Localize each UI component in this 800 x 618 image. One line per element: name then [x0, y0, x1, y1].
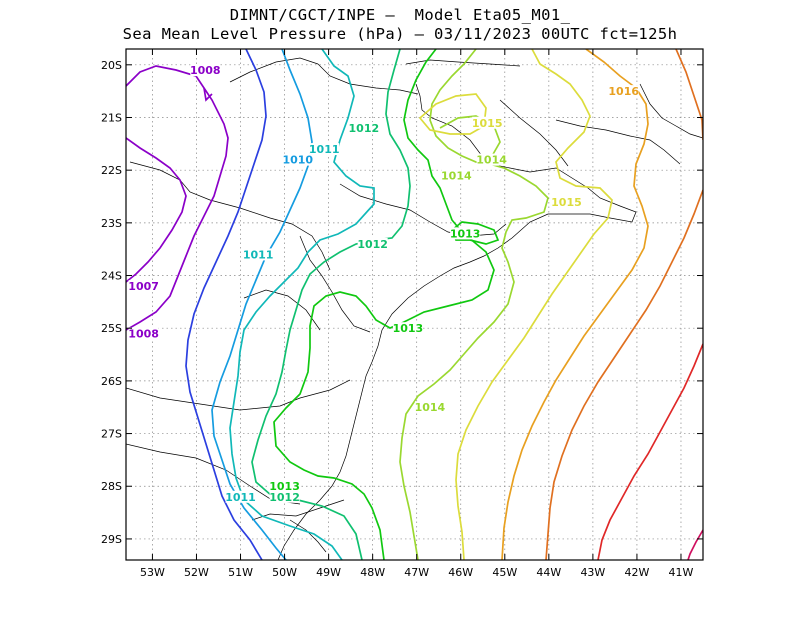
isobar-1015: [455, 49, 613, 560]
contour-label: 1012: [269, 491, 300, 504]
isobar-1019: [687, 529, 703, 560]
state-border: [499, 99, 569, 167]
contour-label: 1013: [393, 322, 424, 335]
isobar-1008-loop: [203, 87, 213, 102]
contour-label-bg: [269, 480, 300, 493]
contour-label: 1015: [551, 196, 582, 209]
contour-label: 1014: [476, 154, 507, 167]
lat-tick-label: 20S: [101, 59, 122, 72]
lat-tick-label: 21S: [101, 111, 122, 124]
map-title-line-1: DIMNT/CGCT/INPE — Model Eta05_M01_: [229, 6, 571, 24]
contour-label-bg: [128, 280, 159, 293]
lat-tick-label: 23S: [101, 217, 122, 230]
contour-label-bg: [282, 153, 313, 166]
state-border: [405, 59, 521, 67]
isobar-1007: [126, 137, 187, 283]
lon-tick-label: 51W: [228, 566, 253, 579]
contour-label-bg: [551, 195, 582, 208]
isobar-1016: [501, 49, 649, 560]
lon-tick-label: 47W: [404, 566, 429, 579]
contour-label: 1011: [243, 248, 274, 261]
contour-label: 1012: [349, 122, 380, 135]
lon-tick-label: 49W: [316, 566, 341, 579]
lat-tick-label: 28S: [101, 480, 122, 493]
contour-label-bg: [309, 143, 340, 156]
contour-label-bg: [269, 490, 300, 503]
lon-tick-label: 48W: [360, 566, 385, 579]
contour-label-bg: [608, 85, 639, 98]
lon-tick-label: 41W: [669, 566, 694, 579]
contour-label-bg: [441, 169, 472, 182]
state-border: [555, 119, 681, 165]
contour-label-bg: [357, 237, 388, 250]
lat-tick-label: 22S: [101, 164, 122, 177]
contour-label: 1011: [225, 491, 256, 504]
state-border: [299, 235, 371, 333]
contour-label: 1013: [450, 227, 481, 240]
isobar-1009: [185, 49, 267, 560]
contour-label-bg: [472, 116, 503, 129]
contour-label: 1007: [128, 280, 159, 293]
contour-label: 1016: [608, 85, 639, 98]
contour-label-bg: [128, 327, 159, 340]
contour-label: 1011: [309, 143, 340, 156]
isobar-1013: [273, 49, 495, 560]
map-title-line-2: Sea Mean Level Pressure (hPa) — 03/11/20…: [122, 25, 678, 43]
coastline-borders: [126, 57, 703, 560]
contour-label-bg: [392, 322, 423, 335]
lat-tick-label: 26S: [101, 375, 122, 388]
coastline: [277, 83, 637, 560]
lat-tick-label: 25S: [101, 322, 122, 335]
contour-label: 1010: [282, 154, 313, 167]
lon-tick-label: 53W: [140, 566, 165, 579]
lon-tick-label: 52W: [184, 566, 209, 579]
map-gridlines: [126, 49, 703, 560]
contour-label-bg: [190, 64, 221, 77]
coastline-north: [639, 83, 703, 139]
state-border: [126, 379, 351, 411]
contour-labels: 1008100710081010101110121011101210141013…: [128, 64, 639, 504]
state-border: [129, 161, 331, 271]
state-border: [339, 183, 507, 237]
lon-tick-label: 45W: [492, 566, 517, 579]
lat-tick-label: 27S: [101, 428, 122, 441]
contour-label-bg: [450, 227, 481, 240]
map-frame: [125, 48, 704, 561]
contour-label: 1012: [357, 238, 388, 251]
contour-label-bg: [243, 248, 274, 261]
lat-tick-label: 29S: [101, 533, 122, 546]
isobar-1008: [126, 65, 229, 331]
contour-label: 1008: [190, 64, 221, 77]
state-border: [243, 289, 321, 331]
contour-label: 1008: [128, 327, 159, 340]
contour-label: 1014: [441, 169, 472, 182]
lat-tick-label: 24S: [101, 270, 122, 283]
isobar-1013-loop: [450, 221, 500, 245]
contour-label: 1014: [415, 401, 446, 414]
contour-label: 1015: [472, 117, 503, 130]
contour-label-bg: [476, 153, 507, 166]
state-border: [229, 57, 319, 83]
lon-tick-label: 43W: [580, 566, 605, 579]
contour-label-bg: [225, 490, 256, 503]
contour-label: 1013: [269, 480, 300, 493]
contour-label-bg: [414, 401, 445, 414]
isobar-1014: [399, 49, 549, 560]
lon-tick-label: 46W: [448, 566, 473, 579]
contour-label-bg: [348, 122, 379, 135]
lon-tick-label: 42W: [624, 566, 649, 579]
isobar-lines: [126, 49, 703, 560]
axis-ticks: 20S 21S 22S 23S 24S 25S 26S 27S 28S 29S 53W 52W 51W 5…: [101, 49, 703, 579]
isobar-1018: [597, 343, 703, 560]
lon-tick-label: 50W: [272, 566, 297, 579]
lagoa-dos-patos: [289, 519, 327, 553]
lon-tick-label: 44W: [536, 566, 561, 579]
state-border: [317, 63, 419, 95]
isobar-1012: [251, 49, 411, 560]
isobar-1017: [545, 49, 703, 560]
